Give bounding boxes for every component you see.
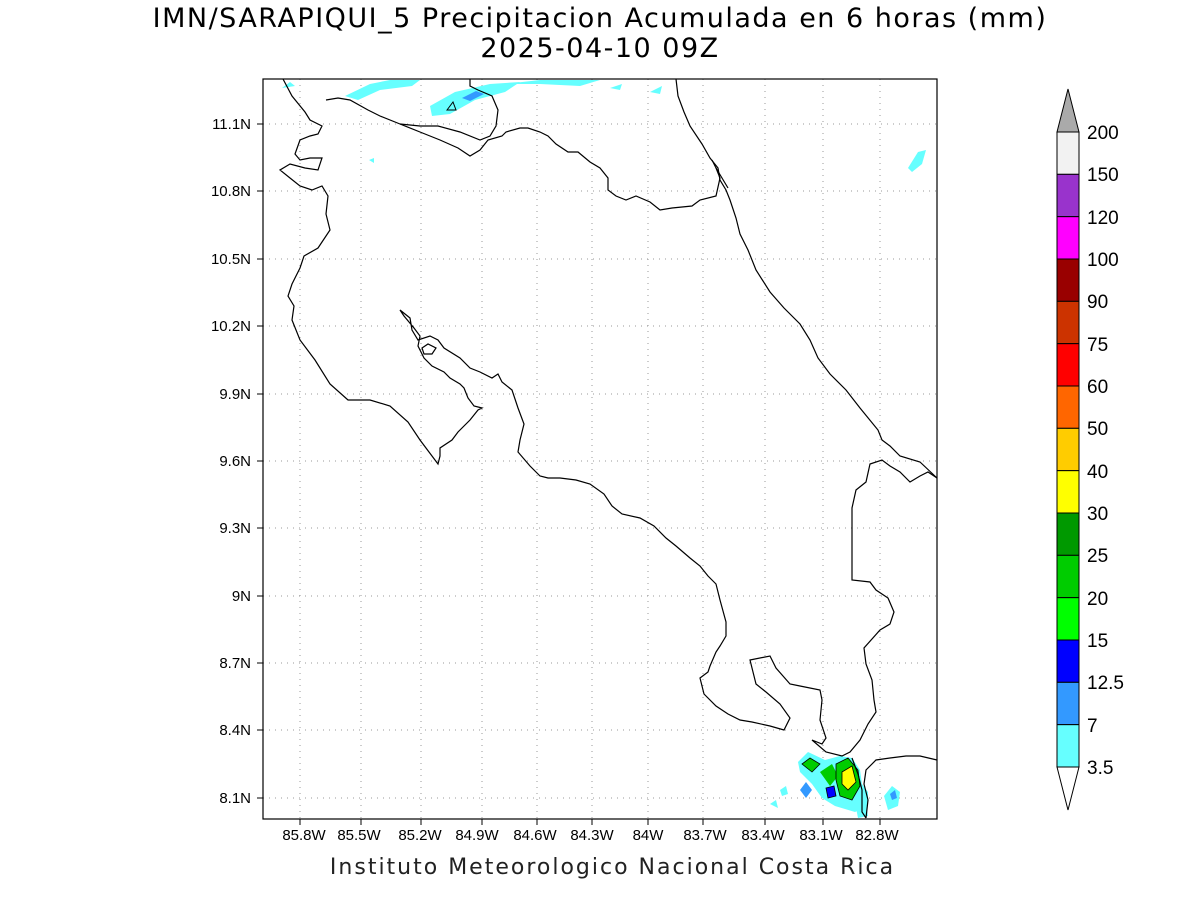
colorbar-label: 25	[1087, 546, 1108, 567]
coastline	[278, 78, 938, 819]
colorbar-label: 60	[1087, 377, 1108, 398]
lat-label: 10.5N	[211, 251, 251, 268]
lon-label: 83.1W	[799, 827, 843, 844]
colorbar-swatch	[1056, 681, 1080, 726]
map-frame	[262, 78, 938, 820]
colorbar-swatch	[1056, 554, 1080, 599]
colorbar-label: 7	[1087, 716, 1098, 737]
colorbar-swatch	[1056, 385, 1080, 429]
lat-label: 10.8N	[211, 183, 251, 200]
colorbar-swatch	[1056, 131, 1080, 175]
colorbar-label: 90	[1087, 292, 1108, 313]
colorbar-swatch	[1056, 173, 1080, 218]
map-title: IMN/SARAPIQUI_5 Precipitacion Acumulada …	[152, 3, 1048, 34]
lon-label: 85.8W	[282, 827, 326, 844]
colorbar-label: 12.5	[1087, 673, 1124, 694]
colorbar-swatch	[1056, 216, 1080, 260]
lat-label: 10.2N	[211, 318, 251, 335]
lat-label: 9N	[232, 588, 251, 605]
colorbar-swatch	[1056, 512, 1080, 556]
colorbar-label: 3.5	[1087, 758, 1113, 779]
lon-tick-labels: 85.8W 85.5W 85.2W 84.9W 84.6W 84.3W 84W …	[282, 827, 899, 844]
colorbar-label: 200	[1087, 123, 1119, 144]
lon-label: 84.9W	[455, 827, 499, 844]
colorbar-swatch	[1056, 724, 1080, 768]
lon-label: 85.2W	[398, 827, 442, 844]
lat-label: 8.1N	[219, 790, 251, 807]
colorbar: 200 150 120 100 90 75 60 50 40 30 25 20 …	[1056, 88, 1124, 811]
lat-label: 11.1N	[212, 116, 251, 133]
colorbar-label: 50	[1087, 419, 1108, 440]
colorbar-min-arrow	[1056, 766, 1080, 811]
colorbar-swatch	[1056, 470, 1080, 514]
lon-label: 84.6W	[513, 827, 557, 844]
lat-tick-marks	[257, 123, 881, 825]
map-datetime: 2025-04-10 09Z	[480, 33, 720, 64]
lon-label: 85.5W	[337, 827, 381, 844]
colorbar-swatch	[1056, 639, 1080, 683]
colorbar-swatch	[1056, 300, 1080, 345]
lat-label: 9.6N	[219, 453, 251, 470]
colorbar-label: 40	[1087, 462, 1108, 483]
map-grid	[263, 79, 937, 819]
colorbar-swatch	[1056, 597, 1080, 641]
colorbar-label: 75	[1087, 335, 1108, 356]
lon-label: 84W	[633, 827, 665, 844]
colorbar-label: 120	[1087, 208, 1119, 229]
colorbar-swatch	[1056, 343, 1080, 387]
colorbar-max-arrow	[1056, 88, 1080, 133]
lon-label: 84.3W	[570, 827, 614, 844]
colorbar-label: 100	[1087, 250, 1119, 271]
colorbar-label: 20	[1087, 589, 1108, 610]
lon-label: 83.4W	[741, 827, 785, 844]
map-plot-area	[263, 79, 937, 819]
footer-credit: Instituto Meteorologico Nacional Costa R…	[329, 855, 896, 880]
lat-label: 9.3N	[219, 520, 251, 537]
lat-tick-labels: 11.1N 10.8N 10.5N 10.2N 9.9N 9.6N 9.3N 9…	[211, 116, 251, 807]
lat-label: 9.9N	[219, 386, 251, 403]
colorbar-swatch	[1056, 258, 1080, 302]
colorbar-label: 15	[1087, 631, 1108, 652]
precip-contours	[801, 757, 861, 801]
colorbar-label: 150	[1087, 165, 1119, 186]
lon-label: 82.8W	[855, 827, 899, 844]
colorbar-swatch	[1056, 427, 1080, 472]
lat-label: 8.4N	[219, 722, 251, 739]
precip-areas-north	[282, 80, 926, 172]
colorbar-label: 30	[1087, 504, 1108, 525]
lat-label: 8.7N	[219, 655, 251, 672]
lon-label: 83.7W	[683, 827, 727, 844]
